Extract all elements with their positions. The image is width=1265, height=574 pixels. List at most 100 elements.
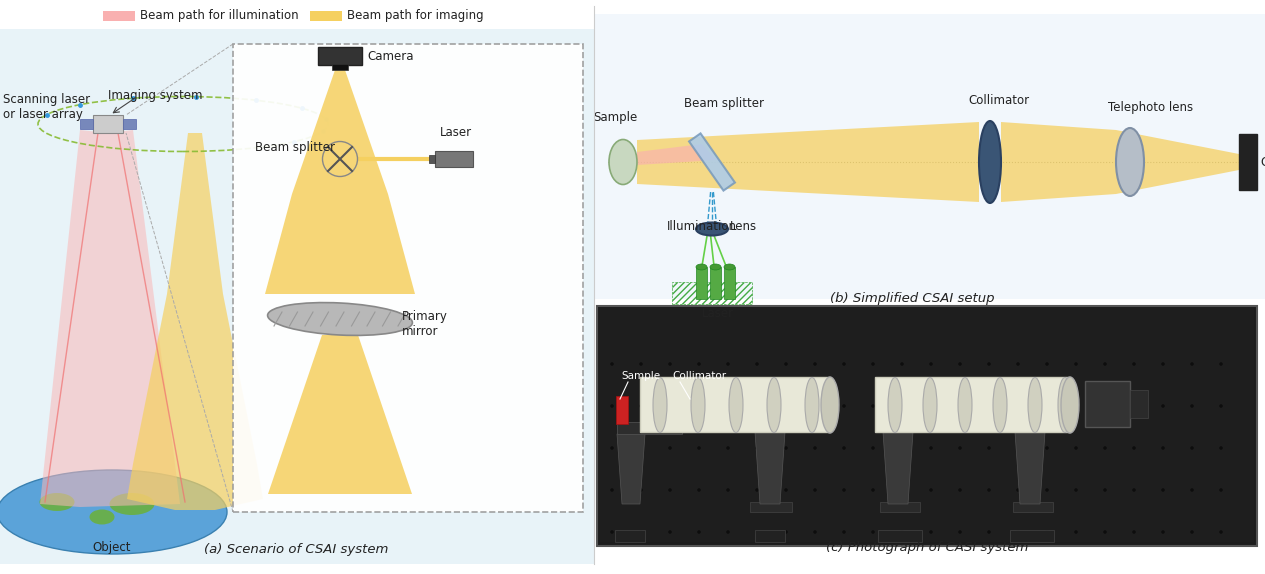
Ellipse shape — [842, 530, 846, 534]
Ellipse shape — [1016, 362, 1020, 366]
Ellipse shape — [784, 530, 788, 534]
Ellipse shape — [987, 530, 990, 534]
Ellipse shape — [1016, 446, 1020, 450]
Ellipse shape — [755, 530, 759, 534]
Ellipse shape — [39, 493, 75, 511]
Ellipse shape — [610, 530, 614, 534]
Ellipse shape — [1219, 446, 1223, 450]
Polygon shape — [126, 133, 263, 510]
Ellipse shape — [1161, 488, 1165, 492]
Ellipse shape — [726, 530, 730, 534]
Ellipse shape — [1219, 362, 1223, 366]
Ellipse shape — [639, 362, 643, 366]
Ellipse shape — [930, 404, 932, 408]
Ellipse shape — [813, 530, 817, 534]
Ellipse shape — [901, 446, 903, 450]
Ellipse shape — [1045, 530, 1049, 534]
Ellipse shape — [1103, 446, 1107, 450]
Bar — [123, 119, 137, 129]
Ellipse shape — [608, 139, 638, 184]
Ellipse shape — [923, 378, 937, 432]
Polygon shape — [292, 70, 388, 194]
Text: Telephoto lens: Telephoto lens — [1108, 101, 1193, 114]
Ellipse shape — [1016, 530, 1020, 534]
Ellipse shape — [1016, 488, 1020, 492]
Bar — [710, 267, 721, 299]
Ellipse shape — [1103, 488, 1107, 492]
Bar — [672, 282, 751, 304]
Ellipse shape — [1074, 362, 1078, 366]
Ellipse shape — [1132, 362, 1136, 366]
Ellipse shape — [755, 488, 759, 492]
Text: Collimator: Collimator — [968, 94, 1030, 107]
Ellipse shape — [959, 530, 961, 534]
Ellipse shape — [901, 404, 903, 408]
Ellipse shape — [872, 530, 875, 534]
Ellipse shape — [959, 446, 961, 450]
Ellipse shape — [710, 264, 721, 270]
Ellipse shape — [842, 446, 846, 450]
Ellipse shape — [813, 488, 817, 492]
Text: Laser: Laser — [440, 126, 472, 139]
Ellipse shape — [668, 530, 672, 534]
Ellipse shape — [1132, 446, 1136, 450]
Bar — [233, 44, 583, 512]
Ellipse shape — [784, 446, 788, 450]
Ellipse shape — [639, 446, 643, 450]
Text: Object: Object — [92, 541, 132, 554]
Ellipse shape — [872, 446, 875, 450]
Bar — [1130, 390, 1149, 418]
Bar — [878, 530, 922, 542]
Ellipse shape — [639, 530, 643, 534]
Ellipse shape — [1045, 446, 1049, 450]
Ellipse shape — [697, 362, 701, 366]
Ellipse shape — [755, 446, 759, 450]
Ellipse shape — [90, 510, 115, 525]
Polygon shape — [638, 122, 979, 202]
Ellipse shape — [610, 362, 614, 366]
Ellipse shape — [1016, 404, 1020, 408]
Text: (a) Scenario of CSAI system: (a) Scenario of CSAI system — [204, 543, 388, 556]
Polygon shape — [617, 434, 645, 504]
Ellipse shape — [668, 404, 672, 408]
Ellipse shape — [958, 378, 972, 432]
Ellipse shape — [1132, 488, 1136, 492]
Ellipse shape — [1116, 128, 1144, 196]
Text: Beam path for imaging: Beam path for imaging — [347, 10, 483, 22]
Bar — [640, 377, 830, 432]
Ellipse shape — [0, 470, 226, 554]
Ellipse shape — [1190, 362, 1194, 366]
Ellipse shape — [1190, 530, 1194, 534]
Ellipse shape — [959, 488, 961, 492]
Ellipse shape — [726, 362, 730, 366]
Ellipse shape — [729, 378, 743, 432]
Bar — [1009, 530, 1054, 542]
Bar — [1085, 381, 1130, 427]
Ellipse shape — [901, 530, 903, 534]
Ellipse shape — [987, 362, 990, 366]
Ellipse shape — [1103, 530, 1107, 534]
Ellipse shape — [726, 488, 730, 492]
Ellipse shape — [1161, 446, 1165, 450]
Ellipse shape — [842, 362, 846, 366]
Bar — [880, 502, 920, 512]
Ellipse shape — [610, 446, 614, 450]
Ellipse shape — [610, 404, 614, 408]
Ellipse shape — [842, 488, 846, 492]
Bar — [600, 307, 1254, 542]
Ellipse shape — [1190, 488, 1194, 492]
Ellipse shape — [901, 362, 903, 366]
Ellipse shape — [767, 378, 781, 432]
Bar — [597, 306, 1257, 546]
Bar — [80, 119, 94, 129]
Ellipse shape — [1161, 530, 1165, 534]
Ellipse shape — [697, 488, 701, 492]
Ellipse shape — [1190, 404, 1194, 408]
Ellipse shape — [979, 121, 1001, 203]
Bar — [595, 14, 1265, 299]
Ellipse shape — [653, 378, 667, 432]
Ellipse shape — [1161, 362, 1165, 366]
Ellipse shape — [1045, 362, 1049, 366]
Bar — [755, 530, 786, 542]
Text: Beam splitter: Beam splitter — [256, 141, 335, 154]
